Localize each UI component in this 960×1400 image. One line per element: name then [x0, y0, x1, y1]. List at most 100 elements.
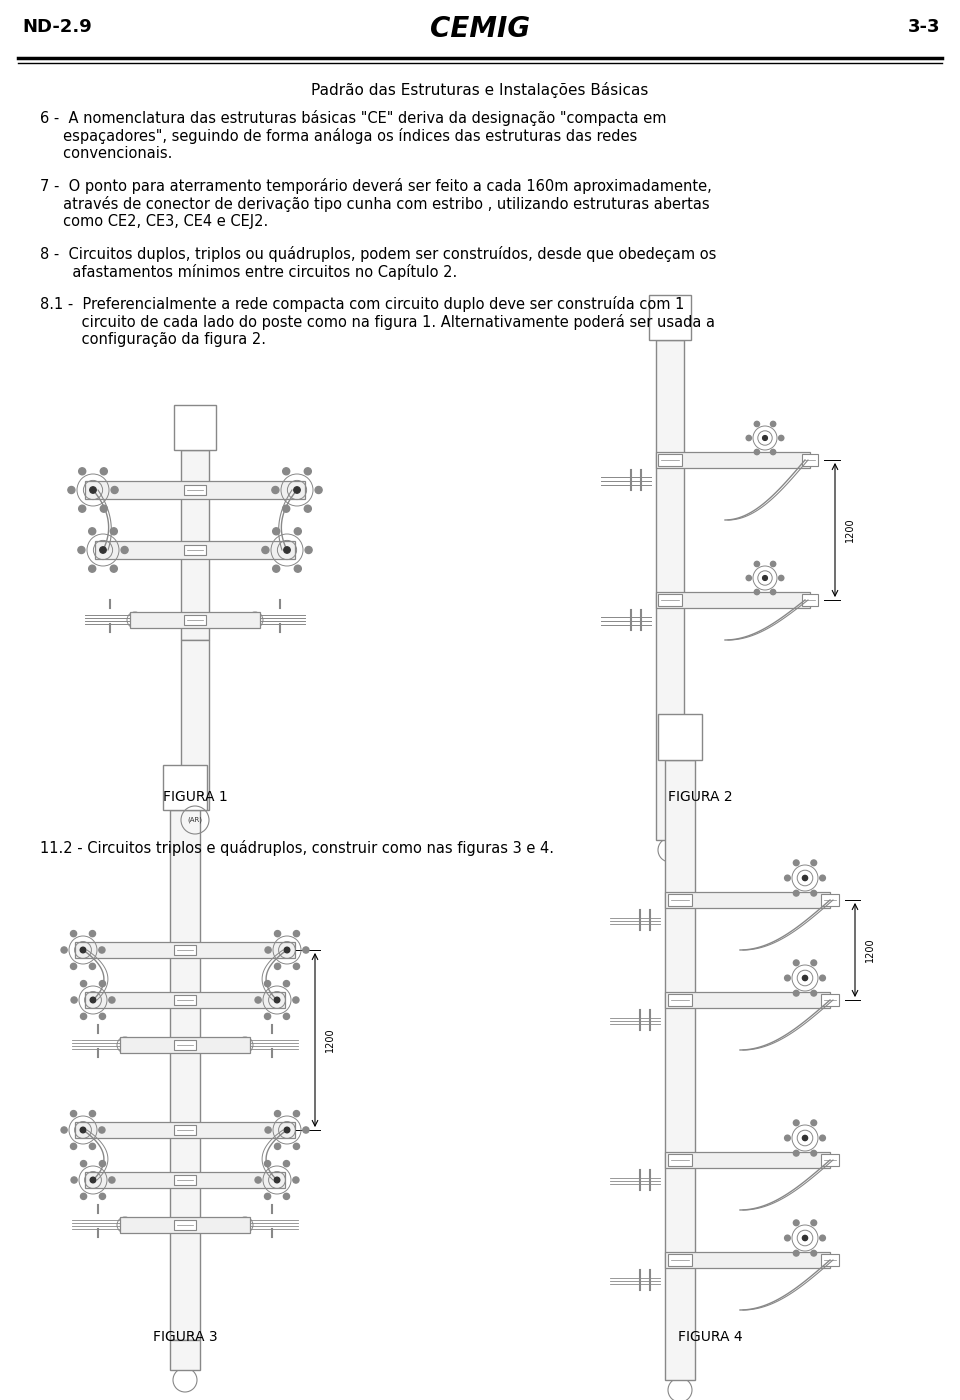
Text: 11.2 - Circuitos triplos e quádruplos, construir como nas figuras 3 e 4.: 11.2 - Circuitos triplos e quádruplos, c… [40, 840, 554, 855]
Bar [174, 995, 196, 1005]
Circle shape [89, 931, 96, 937]
Circle shape [803, 976, 807, 980]
Circle shape [90, 997, 96, 1002]
Bar [95, 540, 295, 559]
Bar [665, 760, 695, 1380]
Bar [174, 945, 196, 955]
Circle shape [100, 468, 108, 475]
Circle shape [811, 1219, 817, 1225]
Text: circuito de cada lado do poste como na figura 1. Alternativamente poderá ser usa: circuito de cada lado do poste como na f… [40, 314, 715, 330]
Text: convencionais.: convencionais. [40, 146, 173, 161]
Circle shape [264, 1014, 271, 1019]
Bar [174, 1126, 196, 1135]
Circle shape [304, 468, 311, 475]
Text: CEMIG: CEMIG [430, 15, 530, 43]
Bar [821, 1154, 839, 1166]
Bar [184, 545, 206, 554]
Circle shape [275, 997, 279, 1002]
Bar [665, 1152, 830, 1168]
Bar [665, 993, 830, 1008]
Circle shape [793, 860, 799, 865]
Circle shape [265, 1127, 271, 1133]
Bar [821, 994, 839, 1007]
Circle shape [762, 435, 767, 441]
Circle shape [820, 1135, 826, 1141]
Circle shape [81, 948, 85, 953]
Circle shape [61, 946, 67, 953]
Circle shape [275, 1177, 279, 1183]
Circle shape [253, 617, 257, 622]
Circle shape [784, 1235, 790, 1240]
Circle shape [294, 1144, 300, 1149]
Circle shape [294, 487, 300, 493]
Circle shape [79, 468, 85, 475]
Circle shape [121, 546, 128, 553]
Text: FIGURA 3: FIGURA 3 [153, 1330, 217, 1344]
Text: 3-3: 3-3 [907, 18, 940, 36]
Circle shape [272, 486, 279, 494]
Circle shape [99, 946, 105, 953]
Circle shape [294, 963, 300, 969]
Circle shape [100, 1014, 106, 1019]
Circle shape [100, 1193, 106, 1200]
Circle shape [243, 1043, 247, 1047]
Text: FIGURA 1: FIGURA 1 [162, 790, 228, 804]
Circle shape [820, 976, 826, 981]
Circle shape [755, 589, 759, 595]
Circle shape [793, 1120, 799, 1126]
Circle shape [275, 1144, 280, 1149]
Bar [181, 449, 209, 640]
Circle shape [100, 980, 106, 987]
Bar [668, 994, 692, 1007]
Text: 8 -  Circuitos duplos, triplos ou quádruplos, podem ser construídos, desde que o: 8 - Circuitos duplos, triplos ou quádrup… [40, 246, 716, 262]
Text: 6 -  A nomenclatura das estruturas básicas "CE" deriva da designação "compacta e: 6 - A nomenclatura das estruturas básica… [40, 111, 666, 126]
Bar [821, 895, 839, 906]
Bar [658, 594, 682, 606]
Circle shape [71, 997, 77, 1002]
Circle shape [755, 449, 759, 455]
Circle shape [264, 980, 271, 987]
Circle shape [283, 1161, 290, 1166]
Bar [802, 594, 818, 606]
Circle shape [70, 1110, 77, 1117]
Circle shape [68, 486, 75, 494]
Circle shape [273, 566, 279, 573]
Circle shape [99, 1127, 105, 1133]
Circle shape [123, 1043, 127, 1047]
Circle shape [811, 1250, 817, 1256]
Circle shape [793, 960, 799, 966]
Circle shape [100, 1161, 106, 1166]
Circle shape [273, 528, 279, 535]
Circle shape [820, 875, 826, 881]
Circle shape [61, 1127, 67, 1133]
Circle shape [81, 1014, 86, 1019]
Circle shape [784, 976, 790, 981]
Circle shape [762, 575, 767, 581]
Bar [120, 1217, 250, 1233]
Text: afastamentos mínimos entre circuitos no Capítulo 2.: afastamentos mínimos entre circuitos no … [40, 265, 457, 280]
Circle shape [294, 931, 300, 937]
Circle shape [282, 505, 290, 512]
Text: 1200: 1200 [845, 518, 855, 542]
Circle shape [284, 948, 290, 953]
Bar [181, 640, 209, 811]
Circle shape [70, 963, 77, 969]
Text: configuração da figura 2.: configuração da figura 2. [40, 332, 266, 347]
Circle shape [793, 990, 799, 995]
Bar [85, 482, 305, 498]
Circle shape [275, 1110, 280, 1117]
Bar [658, 714, 702, 760]
Text: 8.1 -  Preferencialmente a rede compacta com circuito duplo deve ser construída : 8.1 - Preferencialmente a rede compacta … [40, 295, 684, 312]
Bar [85, 1172, 285, 1189]
Bar [668, 895, 692, 906]
Circle shape [81, 1161, 86, 1166]
Text: através de conector de derivação tipo cunha com estribo , utilizando estruturas : através de conector de derivação tipo cu… [40, 196, 709, 211]
Circle shape [811, 860, 817, 865]
Circle shape [820, 1235, 826, 1240]
Circle shape [793, 1219, 799, 1225]
Bar [75, 1121, 295, 1138]
Bar [174, 1175, 196, 1184]
Circle shape [315, 486, 323, 494]
Circle shape [283, 1193, 290, 1200]
Circle shape [784, 875, 790, 881]
